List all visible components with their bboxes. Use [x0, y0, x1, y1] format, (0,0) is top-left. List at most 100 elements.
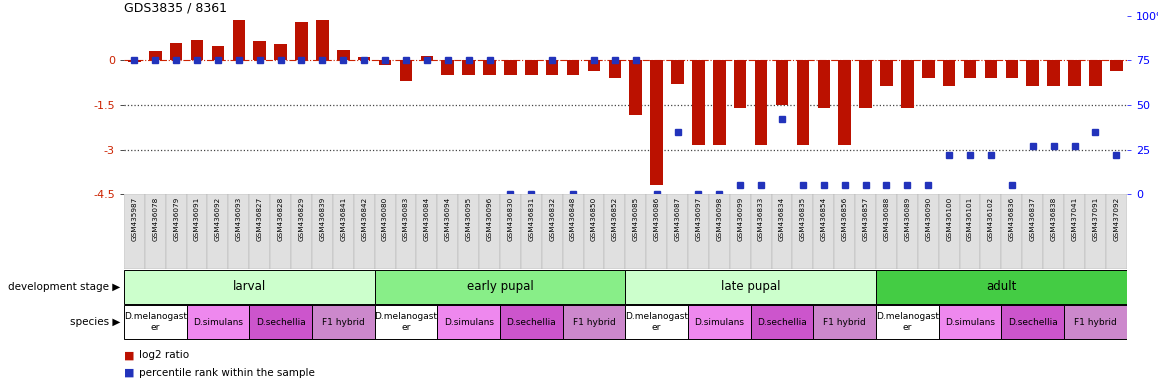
Bar — [875, 194, 897, 269]
Text: GSM436094: GSM436094 — [445, 197, 450, 241]
Bar — [1002, 194, 1023, 269]
Text: ■: ■ — [124, 350, 134, 360]
Bar — [374, 305, 438, 339]
Bar — [545, 60, 558, 75]
Bar — [358, 57, 371, 60]
Bar — [438, 305, 500, 339]
Bar — [922, 60, 935, 78]
Text: GSM436854: GSM436854 — [821, 197, 827, 241]
Bar — [374, 194, 396, 269]
Bar — [963, 60, 976, 78]
Bar — [1023, 194, 1043, 269]
Bar — [813, 305, 875, 339]
Text: GSM436102: GSM436102 — [988, 197, 994, 241]
Bar — [124, 305, 186, 339]
Text: GSM436837: GSM436837 — [1029, 197, 1035, 241]
Bar — [1064, 305, 1127, 339]
Text: F1 hybrid: F1 hybrid — [572, 318, 615, 327]
Text: GSM436829: GSM436829 — [299, 197, 305, 241]
Text: ■: ■ — [124, 368, 134, 378]
Bar — [897, 194, 918, 269]
Text: GSM436099: GSM436099 — [738, 197, 743, 241]
Text: D.simulans: D.simulans — [444, 318, 493, 327]
Text: development stage ▶: development stage ▶ — [8, 282, 120, 292]
Text: GSM436079: GSM436079 — [174, 197, 179, 241]
Text: D.melanogast
er: D.melanogast er — [374, 313, 438, 332]
Bar — [943, 60, 955, 86]
Bar — [939, 194, 960, 269]
Bar — [374, 270, 625, 304]
Text: F1 hybrid: F1 hybrid — [1073, 318, 1116, 327]
Bar — [500, 305, 563, 339]
Bar — [166, 194, 186, 269]
Bar — [1106, 194, 1127, 269]
Bar — [1068, 60, 1080, 86]
Text: D.melanogast
er: D.melanogast er — [875, 313, 939, 332]
Bar — [295, 22, 308, 60]
Text: GSM437091: GSM437091 — [1092, 197, 1099, 241]
Text: GSM436096: GSM436096 — [486, 197, 492, 241]
Bar — [625, 305, 688, 339]
Text: GSM436838: GSM436838 — [1050, 197, 1056, 241]
Bar — [504, 60, 516, 75]
Text: early pupal: early pupal — [467, 280, 534, 293]
Text: GSM436087: GSM436087 — [675, 197, 681, 241]
Text: D.sechellia: D.sechellia — [506, 318, 556, 327]
Text: GSM436083: GSM436083 — [403, 197, 409, 241]
Bar — [459, 194, 479, 269]
Text: GSM436834: GSM436834 — [779, 197, 785, 241]
Bar — [500, 194, 521, 269]
Bar — [396, 194, 417, 269]
Text: F1 hybrid: F1 hybrid — [322, 318, 365, 327]
Bar — [186, 194, 207, 269]
Text: GSM436091: GSM436091 — [195, 197, 200, 241]
Text: GSM436852: GSM436852 — [611, 197, 618, 241]
Bar — [462, 60, 475, 75]
Bar — [984, 60, 997, 78]
Bar — [563, 305, 625, 339]
Text: GSM435987: GSM435987 — [131, 197, 138, 241]
Bar — [859, 60, 872, 108]
Text: D.sechellia: D.sechellia — [256, 318, 306, 327]
Bar — [880, 60, 893, 86]
Text: adult: adult — [987, 280, 1017, 293]
Bar — [713, 60, 726, 145]
Bar — [207, 194, 228, 269]
Bar — [875, 305, 939, 339]
Bar — [129, 60, 140, 62]
Bar — [417, 194, 438, 269]
Text: GSM436086: GSM436086 — [653, 197, 660, 241]
Bar — [124, 270, 374, 304]
Text: GSM436839: GSM436839 — [320, 197, 325, 241]
Text: GSM436088: GSM436088 — [884, 197, 889, 241]
Bar — [625, 270, 875, 304]
Bar — [149, 51, 161, 60]
Bar — [755, 60, 768, 145]
Text: GSM436101: GSM436101 — [967, 197, 973, 241]
Text: GSM436093: GSM436093 — [236, 197, 242, 241]
Text: GSM437092: GSM437092 — [1113, 197, 1120, 241]
Bar — [834, 194, 855, 269]
Text: species ▶: species ▶ — [69, 317, 120, 327]
Bar — [838, 60, 851, 145]
Text: GSM436084: GSM436084 — [424, 197, 430, 241]
Bar — [1026, 60, 1039, 86]
Bar — [332, 194, 353, 269]
Text: log2 ratio: log2 ratio — [139, 350, 189, 360]
Text: GSM436092: GSM436092 — [215, 197, 221, 241]
Bar — [688, 305, 750, 339]
Bar — [813, 194, 834, 269]
Text: GSM436080: GSM436080 — [382, 197, 388, 241]
Bar — [646, 194, 667, 269]
Text: GSM436830: GSM436830 — [507, 197, 513, 241]
Bar — [709, 194, 730, 269]
Text: GSM436833: GSM436833 — [758, 197, 764, 241]
Text: GSM436850: GSM436850 — [591, 197, 598, 241]
Bar — [688, 194, 709, 269]
Bar — [855, 194, 875, 269]
Bar — [124, 194, 145, 269]
Text: larval: larval — [233, 280, 266, 293]
Text: GSM437041: GSM437041 — [1071, 197, 1077, 241]
Text: GSM436848: GSM436848 — [570, 197, 576, 241]
Text: D.simulans: D.simulans — [193, 318, 243, 327]
